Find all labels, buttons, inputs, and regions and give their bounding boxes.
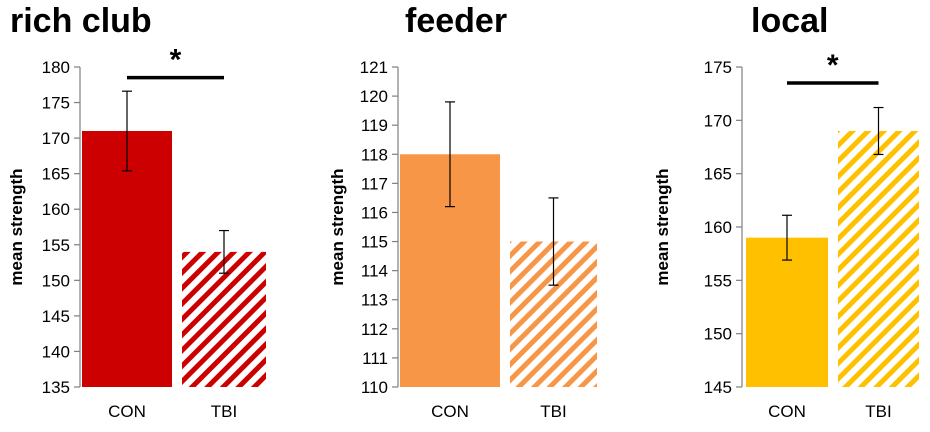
y-tick-label: 155 [704, 271, 732, 290]
x-tick-label: TBI [540, 402, 566, 421]
chart-title: rich club [10, 2, 152, 40]
y-tick-label: 180 [42, 58, 70, 77]
y-tick-label: 165 [704, 165, 732, 184]
x-tick-label: TBI [865, 402, 891, 421]
y-axis-label: mean strength [7, 168, 26, 285]
y-tick-label: 175 [42, 94, 70, 113]
y-tick-label: 115 [361, 233, 388, 252]
chart-title: feeder [405, 2, 507, 40]
chart-panel-2: feeder mean strength 110 111 112 113 114 115 116… [328, 2, 597, 421]
y-tick-label: 116 [361, 203, 388, 222]
y-tick-label: 145 [704, 378, 732, 397]
chart-panel-3: local mean strength 145 150 155 160 165 170 175 C… [653, 2, 919, 421]
y-tick-label: 160 [42, 200, 70, 219]
y-tick-label: 118 [361, 145, 388, 164]
y-tick-label: 150 [42, 271, 70, 290]
significance-marker: * [827, 49, 839, 82]
y-tick-label: 155 [42, 236, 70, 255]
y-tick-label: 119 [361, 116, 388, 135]
x-tick-label: CON [768, 402, 806, 421]
bar-tbi [182, 251, 266, 387]
y-tick-label: 121 [360, 58, 388, 77]
chart-title: local [751, 2, 828, 40]
y-tick-label: 160 [704, 218, 732, 237]
significance-marker: * [170, 44, 182, 77]
y-tick-label: 111 [362, 349, 388, 368]
bar-con [746, 237, 828, 387]
y-tick-label: 135 [42, 378, 70, 397]
y-axis-label: mean strength [328, 168, 347, 285]
y-tick-label: 114 [361, 262, 388, 281]
y-axis-label: mean strength [653, 168, 672, 285]
y-tick-label: 170 [42, 129, 70, 148]
x-tick-label: CON [431, 402, 469, 421]
y-tick-label: 140 [42, 342, 70, 361]
chart-panel-1: rich club mean strength 135 140 145 150 155 160… [7, 2, 266, 421]
y-tick-label: 145 [42, 307, 70, 326]
y-tick-label: 110 [361, 378, 388, 397]
y-tick-label: 165 [42, 165, 70, 184]
bar-con [82, 131, 172, 387]
y-tick-label: 117 [361, 174, 388, 193]
y-tick-label: 175 [704, 58, 732, 77]
y-tick-label: 120 [360, 87, 388, 106]
y-tick-label: 170 [704, 111, 732, 130]
x-tick-label: CON [108, 402, 146, 421]
x-tick-label: TBI [211, 402, 237, 421]
y-tick-label: 113 [361, 291, 388, 310]
y-tick-label: 112 [361, 320, 388, 339]
y-tick-label: 150 [704, 325, 732, 344]
bar-tbi [838, 131, 919, 387]
